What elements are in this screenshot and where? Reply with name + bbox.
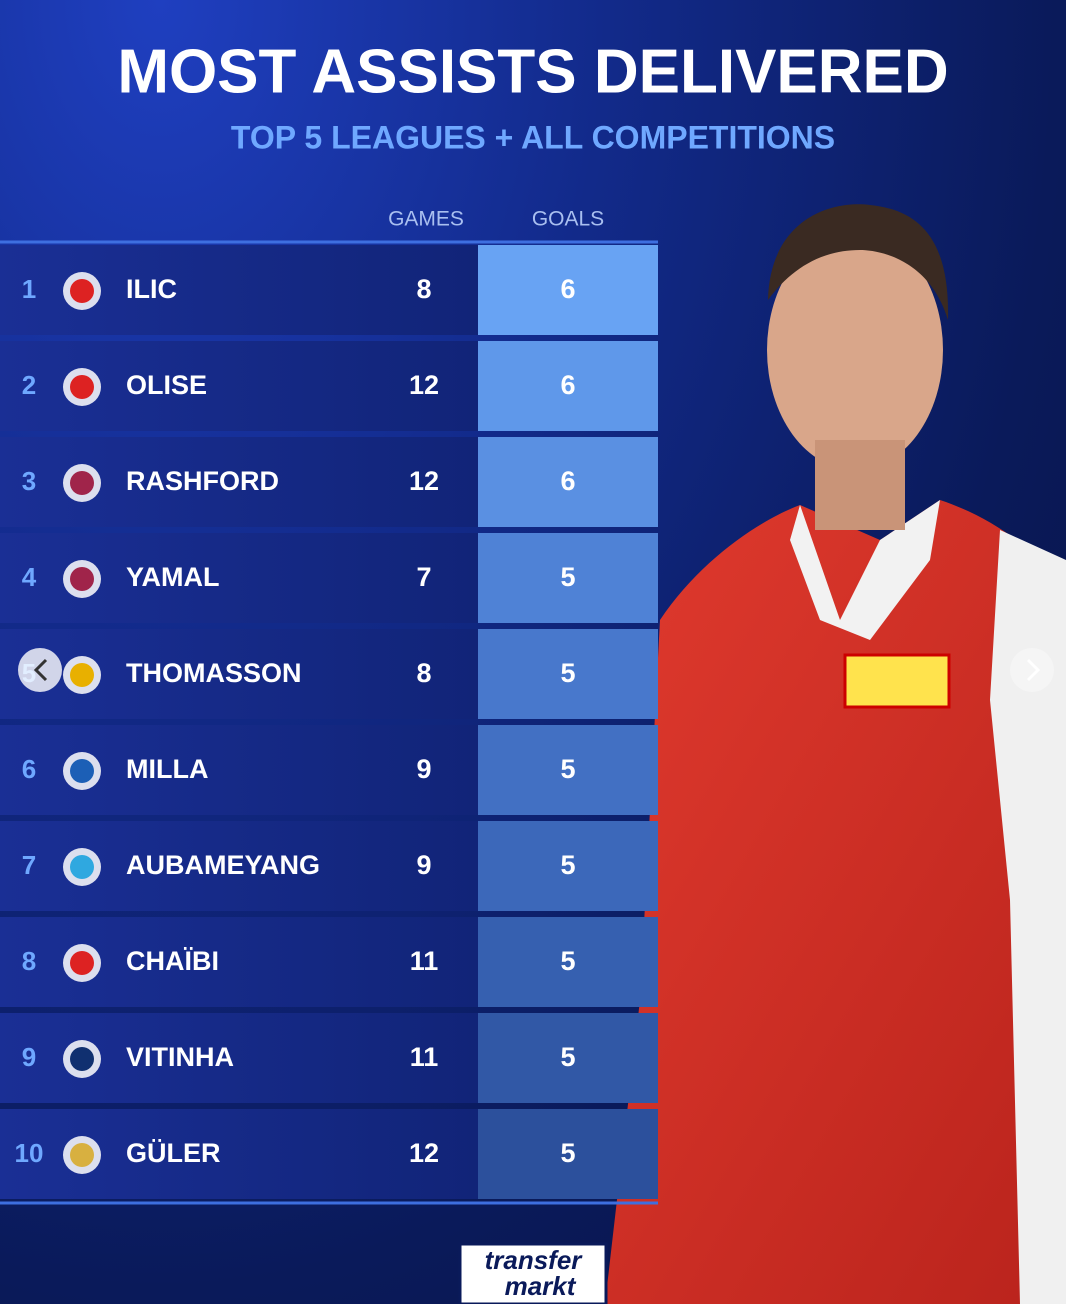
goals: 5	[560, 850, 575, 880]
table-row: 7 AUBAMEYANG 9 5	[0, 821, 658, 911]
table-row: 6 MILLA 9 5	[0, 725, 658, 815]
logo-text: transfer	[485, 1245, 584, 1275]
club-badge-inner	[70, 855, 94, 879]
goals: 5	[560, 562, 575, 592]
club-badge-inner	[70, 471, 94, 495]
table-row: 1 ILIC 8 6	[0, 245, 658, 335]
player-name: MILLA	[126, 754, 208, 784]
goals-cell	[478, 725, 658, 815]
player-name: YAMAL	[126, 562, 220, 592]
player-name: AUBAMEYANG	[126, 850, 320, 880]
goals-cell	[478, 917, 658, 1007]
title: MOST ASSISTS DELIVERED	[117, 37, 948, 106]
player-name: VITINHA	[126, 1042, 234, 1072]
player-name: RASHFORD	[126, 466, 279, 496]
column-header: GAMES	[388, 208, 464, 231]
player-name: GÜLER	[126, 1138, 221, 1168]
goals: 6	[560, 370, 575, 400]
rank: 9	[22, 1042, 36, 1072]
games: 11	[410, 1042, 439, 1072]
rank: 8	[22, 946, 36, 976]
goals: 6	[560, 274, 575, 304]
club-badge-inner	[70, 951, 94, 975]
logo-text: markt	[505, 1271, 577, 1301]
games: 8	[416, 658, 431, 688]
goals-cell	[478, 821, 658, 911]
club-badge-inner	[70, 279, 94, 303]
table-row: 3 RASHFORD 12 6	[0, 437, 658, 527]
subtitle: TOP 5 LEAGUES + ALL COMPETITIONS	[231, 119, 835, 155]
goals-cell	[478, 533, 658, 623]
table-row: 10 GÜLER 12 5	[0, 1109, 658, 1199]
goals-cell	[478, 245, 658, 335]
club-badge-inner	[70, 567, 94, 591]
table-row: 4 YAMAL 7 5	[0, 533, 658, 623]
goals-cell	[478, 1109, 658, 1199]
club-badge-inner	[70, 663, 94, 687]
games: 12	[409, 1138, 439, 1168]
games: 8	[416, 274, 431, 304]
rank: 2	[22, 370, 36, 400]
goals: 5	[560, 1138, 575, 1168]
goals-cell	[478, 629, 658, 719]
games: 9	[416, 850, 431, 880]
games: 7	[416, 562, 431, 592]
goals: 5	[560, 658, 575, 688]
games: 12	[409, 466, 439, 496]
player-name: CHAÏBI	[126, 946, 219, 976]
club-badge-inner	[70, 375, 94, 399]
player-name: OLISE	[126, 370, 207, 400]
table-row: 2 OLISE 12 6	[0, 341, 658, 431]
carousel-prev-icon	[33, 658, 48, 682]
player-photo	[605, 204, 1066, 1304]
games: 11	[410, 946, 439, 976]
player-name: ILIC	[126, 274, 177, 304]
goals: 6	[560, 466, 575, 496]
goals-cell	[478, 1013, 658, 1103]
brand-logo: transfer markt	[458, 1242, 608, 1304]
rank: 10	[15, 1138, 44, 1168]
games: 9	[416, 754, 431, 784]
player-name: THOMASSON	[126, 658, 302, 688]
rank: 3	[22, 466, 36, 496]
table: 1 ILIC 8 6 2 OLISE 12 6 3 RASHFORD 12 6 4 YAMAL 7 5 5 THO…	[0, 240, 658, 1205]
rank: 6	[22, 754, 36, 784]
table-row: 9 VITINHA 11 5	[0, 1013, 658, 1103]
games: 12	[409, 370, 439, 400]
club-badge-inner	[70, 1047, 94, 1071]
goals: 5	[560, 946, 575, 976]
rank: 7	[22, 850, 36, 880]
goals-cell	[478, 341, 658, 431]
carousel-next[interactable]	[1010, 648, 1054, 692]
goals: 5	[560, 754, 575, 784]
club-badge-inner	[70, 1143, 94, 1167]
club-badge-inner	[70, 759, 94, 783]
rank: 4	[22, 562, 37, 592]
goals: 5	[560, 1042, 575, 1072]
table-row: 8 CHAÏBI 11 5	[0, 917, 658, 1007]
carousel-prev[interactable]	[18, 648, 62, 692]
column-header: GOALS	[532, 208, 604, 231]
carousel-next-icon	[1026, 658, 1041, 682]
goals-cell	[478, 437, 658, 527]
rank: 1	[22, 274, 36, 304]
